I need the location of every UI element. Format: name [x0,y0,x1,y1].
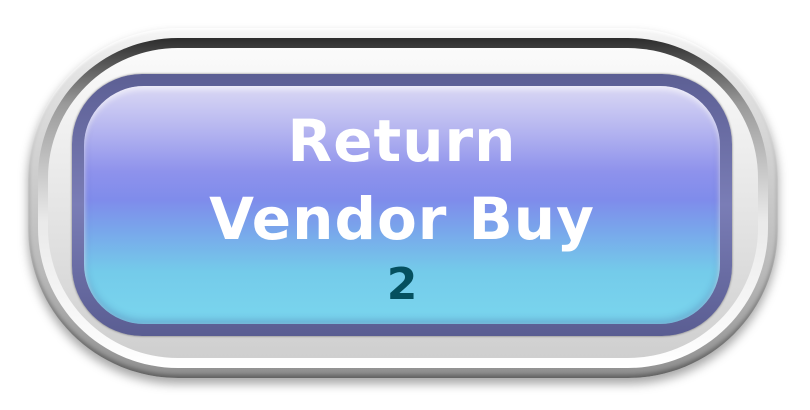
button-label-line1: Return [287,107,517,175]
count-badge: 2 [386,259,418,310]
return-vendor-buy-button[interactable]: Return Vendor Buy 2 [84,86,720,324]
button-label-line2: Vendor Buy [209,185,595,253]
